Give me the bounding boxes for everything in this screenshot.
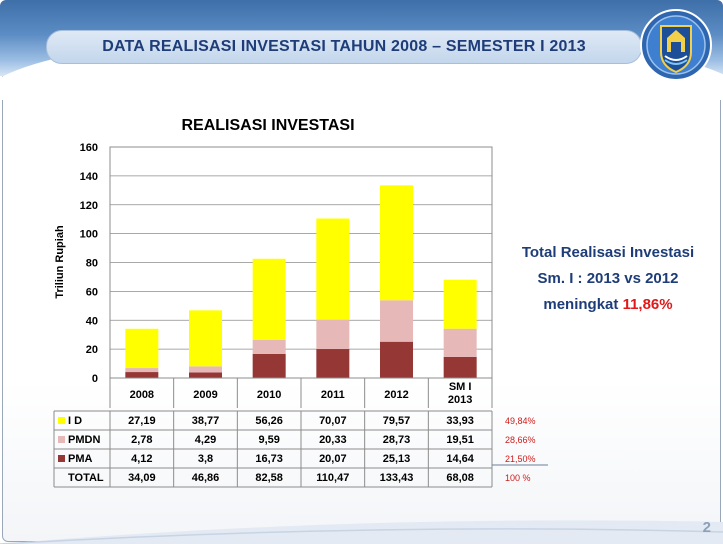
legend-label: PMDN (68, 434, 100, 446)
share-percentage: 21,50% (505, 454, 536, 464)
x-tick-label: 2009 (193, 389, 217, 401)
y-tick-label: 0 (92, 373, 98, 385)
chart-title: REALISASI INVESTASI (181, 117, 354, 134)
table-cell-value: 4,12 (131, 453, 152, 465)
growth-percentage: 11,86% (622, 296, 673, 313)
legend-key (58, 417, 65, 424)
x-tick-label: 2012 (384, 389, 408, 401)
table-cell-value: 28,73 (383, 434, 411, 446)
table-cell-value: 34,09 (128, 472, 156, 484)
y-axis-label: Triliun Rupiah (54, 225, 66, 299)
share-percentage: 100 % (505, 473, 531, 483)
callout-line-3: meningkat 11,86% (496, 292, 720, 318)
x-tick-label: SM I 2013 (448, 381, 472, 406)
bar-i-d (380, 185, 413, 301)
title-bar: DATA REALISASI INVESTASI TAHUN 2008 – SE… (46, 30, 642, 64)
x-tick-label: 2008 (130, 389, 154, 401)
bar-pmdn (252, 340, 286, 354)
bar-pma (316, 349, 350, 378)
bar-i-d (252, 258, 286, 341)
share-percentage: 28,66% (505, 435, 536, 445)
bar-pma (252, 353, 286, 378)
bar-pmdn (316, 319, 350, 350)
table-cell-value: 27,19 (128, 415, 156, 427)
table-cell-value: 56,26 (255, 415, 283, 427)
callout-line-1: Total Realisasi Investasi (521, 244, 695, 261)
bar-pma (189, 372, 222, 378)
bar-i-d (443, 279, 477, 329)
table-cell-value: 33,93 (446, 415, 474, 427)
province-emblem-icon (637, 8, 715, 82)
summary-callout: Total Realisasi Investasi Sm. I : 2013 v… (496, 240, 720, 318)
table-cell-value: 19,51 (446, 434, 474, 446)
share-percentage: 49,84% (505, 416, 536, 426)
table-cell-value: 82,58 (255, 472, 283, 484)
table-cell-value: 3,8 (198, 453, 213, 465)
bar-i-d (316, 218, 350, 320)
y-tick-label: 120 (80, 200, 98, 212)
y-tick-label: 20 (86, 344, 98, 356)
page-number: 2 (702, 519, 711, 536)
callout-line-2: Sm. I : 2013 vs 2012 (537, 270, 679, 287)
y-tick-label: 60 (86, 286, 98, 298)
y-tick-label: 40 (86, 315, 98, 327)
bottom-swoosh (0, 520, 723, 544)
table-cell-value: 79,57 (383, 415, 411, 427)
bar-pma (380, 341, 413, 378)
legend-label: I D (68, 415, 82, 427)
bar-pmdn (443, 328, 477, 357)
y-tick-label: 140 (80, 171, 98, 183)
table-cell-value: 9,59 (258, 434, 279, 446)
y-tick-label: 160 (80, 142, 98, 154)
table-cell-value: 16,73 (255, 453, 283, 465)
bar-pmdn (189, 366, 222, 373)
table-cell-value: 2,78 (131, 434, 152, 446)
table-cell-value: 20,33 (319, 434, 347, 446)
legend-label: PMA (68, 453, 93, 465)
bar-pma (443, 356, 477, 378)
table-cell-value: 46,86 (192, 472, 220, 484)
legend-key (58, 455, 65, 462)
bar-i-d (189, 310, 222, 367)
table-cell-value: 110,47 (316, 472, 349, 484)
callout-prefix: meningkat (543, 296, 623, 313)
table-cell-value: 133,43 (380, 472, 414, 484)
table-cell-value: 4,29 (195, 434, 216, 446)
table-cell-value: 38,77 (192, 415, 220, 427)
table-cell-value: 25,13 (383, 453, 411, 465)
legend-key (58, 436, 65, 443)
slide-title: DATA REALISASI INVESTASI TAHUN 2008 – SE… (102, 38, 586, 55)
total-row-label: TOTAL (68, 472, 104, 484)
bar-i-d (125, 328, 159, 369)
table-cell-value: 14,64 (446, 453, 474, 465)
y-tick-label: 80 (86, 258, 98, 270)
bar-pmdn (125, 368, 159, 373)
bar-pmdn (380, 300, 413, 342)
x-tick-label: 2010 (257, 389, 281, 401)
table-cell-value: 68,08 (446, 472, 474, 484)
table-cell-value: 20,07 (319, 453, 347, 465)
bar-pma (125, 372, 159, 378)
table-cell-value: 70,07 (319, 415, 347, 427)
y-tick-label: 100 (80, 229, 98, 241)
x-tick-label: 2011 (321, 389, 345, 401)
